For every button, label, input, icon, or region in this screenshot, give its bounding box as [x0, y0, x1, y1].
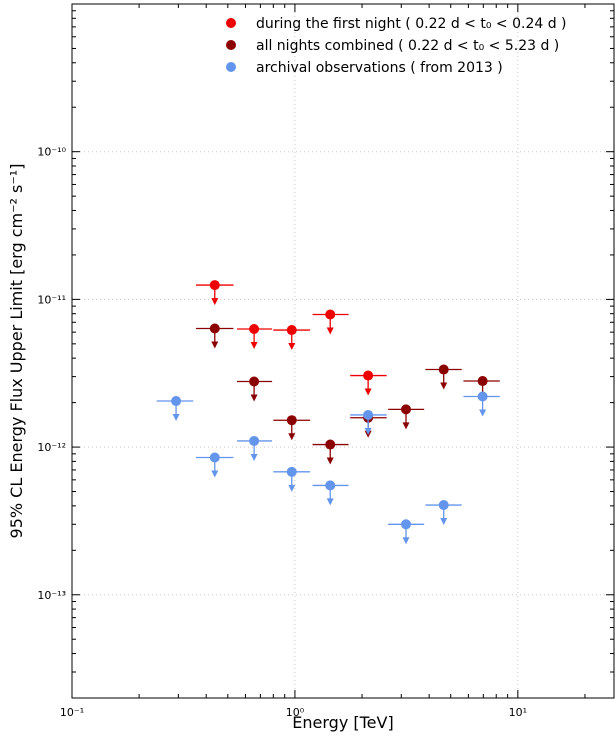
upper-limit-point: [237, 376, 273, 402]
data-marker: [325, 439, 336, 450]
upper-limit-arrowhead: [440, 382, 448, 390]
legend-marker: [226, 18, 236, 28]
upper-limit-arrowhead: [250, 394, 258, 402]
data-marker: [438, 500, 449, 511]
upper-limit-point: [425, 364, 462, 390]
upper-limit-arrowhead: [440, 518, 448, 526]
data-marker: [249, 376, 260, 387]
upper-limit-arrowhead: [326, 457, 334, 465]
upper-limit-arrowhead: [172, 414, 180, 422]
y-axis-label: 95% CL Energy Flux Upper Limit [erg cm⁻²…: [7, 164, 26, 539]
series-1: [196, 323, 500, 465]
data-marker: [325, 480, 336, 491]
data-marker: [363, 370, 374, 381]
upper-limit-point: [312, 439, 349, 465]
upper-limit-arrowhead: [211, 341, 219, 349]
axis-tick-labels: 10⁻¹ 10⁰ 10¹ 10⁻¹³ 10⁻¹² 10⁻¹¹ 10⁻¹⁰: [37, 146, 527, 719]
upper-limit-point: [388, 519, 425, 545]
legend-label: during the first night ( 0.22 d < t₀ < 0…: [256, 16, 567, 32]
data-marker: [401, 519, 412, 530]
legend-label: archival observations ( from 2013 ): [256, 60, 503, 76]
data-marker: [286, 325, 297, 336]
upper-limit-arrowhead: [326, 327, 334, 335]
data-marker: [249, 435, 260, 446]
upper-limit-arrowhead: [250, 453, 258, 461]
upper-limit-arrowhead: [211, 470, 219, 478]
upper-limit-point: [237, 435, 273, 461]
upper-limit-arrowhead: [288, 433, 296, 441]
upper-limit-arrowhead: [479, 409, 487, 417]
data-marker: [286, 415, 297, 426]
data-marker: [171, 396, 182, 407]
upper-limit-arrowhead: [326, 498, 334, 506]
upper-limit-point: [350, 370, 387, 396]
data-marker: [438, 364, 449, 375]
upper-limit-point: [350, 409, 387, 435]
legend-item: during the first night ( 0.22 d < t₀ < 0…: [226, 16, 567, 32]
data-marker: [249, 324, 260, 335]
data-layer: [156, 280, 500, 545]
x-tick-label: 10¹: [509, 706, 527, 719]
data-marker: [209, 323, 220, 334]
legend-marker: [226, 62, 236, 72]
upper-limit-arrowhead: [364, 427, 372, 435]
upper-limit-point: [273, 325, 311, 351]
upper-limit-point: [196, 323, 234, 349]
upper-limit-arrowhead: [250, 342, 258, 350]
upper-limit-point: [273, 415, 311, 441]
legend: during the first night ( 0.22 d < t₀ < 0…: [226, 16, 567, 76]
x-tick-label: 10⁰: [286, 706, 305, 719]
upper-limit-point: [312, 480, 349, 506]
upper-limit-point: [196, 452, 234, 478]
upper-limit-point: [196, 280, 234, 306]
data-marker: [477, 376, 488, 387]
y-tick-label: 10⁻¹¹: [37, 293, 66, 306]
axis-ticks: [71, 4, 614, 698]
grid: [71, 4, 614, 698]
x-tick-label: 10⁻¹: [60, 706, 84, 719]
plot-frame: [71, 3, 615, 699]
legend-item: all nights combined ( 0.22 d < t₀ < 5.23…: [226, 38, 559, 54]
data-marker: [209, 452, 220, 463]
legend-label: all nights combined ( 0.22 d < t₀ < 5.23…: [256, 38, 559, 54]
y-tick-label: 10⁻¹²: [37, 441, 66, 454]
upper-limit-arrowhead: [211, 298, 219, 306]
series-2: [156, 391, 500, 545]
upper-limit-arrowhead: [288, 484, 296, 492]
series-0: [196, 280, 387, 396]
upper-limit-arrowhead: [288, 343, 296, 351]
upper-limit-arrowhead: [364, 388, 372, 396]
upper-limit-point: [237, 324, 273, 350]
upper-limit-point: [425, 500, 462, 526]
data-marker: [401, 404, 412, 415]
data-marker: [209, 280, 220, 291]
data-marker: [477, 391, 488, 402]
upper-limit-point: [463, 391, 500, 417]
data-marker: [325, 309, 336, 320]
upper-limit-point: [156, 396, 194, 422]
upper-limit-point: [388, 404, 425, 430]
y-tick-label: 10⁻¹³: [37, 589, 66, 602]
legend-item: archival observations ( from 2013 ): [226, 60, 503, 76]
upper-limit-point: [312, 309, 349, 335]
upper-limit-arrowhead: [402, 422, 410, 430]
x-axis-label: Energy [TeV]: [292, 713, 393, 732]
data-marker: [363, 409, 374, 420]
legend-marker: [226, 40, 236, 50]
y-tick-label: 10⁻¹⁰: [37, 146, 66, 159]
upper-limit-arrowhead: [402, 537, 410, 545]
upper-limit-point: [273, 466, 311, 492]
data-marker: [286, 466, 297, 477]
